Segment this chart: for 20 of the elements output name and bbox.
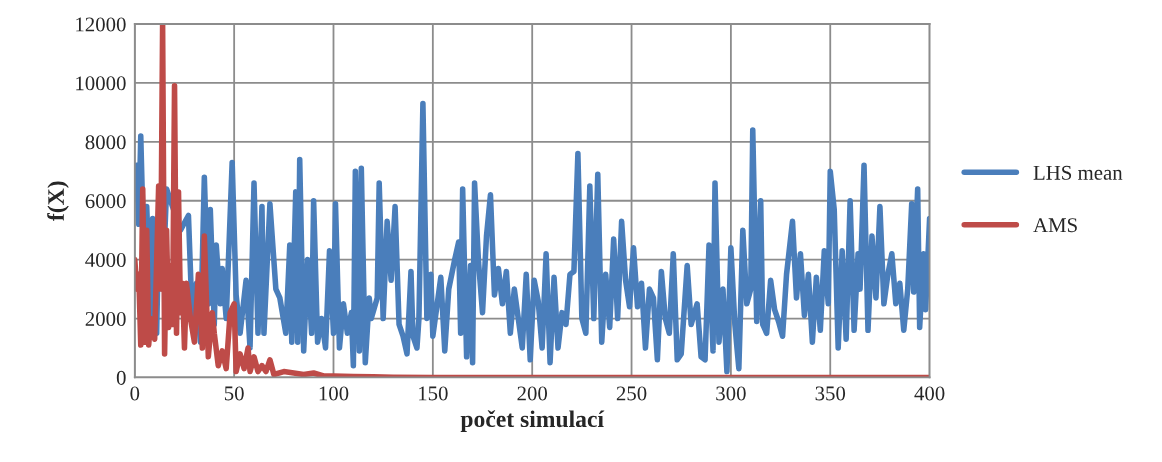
y-tick-label: 2000 [85,311,126,326]
y-tick-label: 10000 [76,76,126,91]
x-tick-label: 300 [716,386,746,401]
x-tick-label: 100 [319,386,349,401]
y-tick-label: 4000 [85,253,126,268]
legend-label: LHS mean [1033,165,1123,180]
x-tick-label: 200 [517,386,548,401]
x-tick-label: 350 [815,386,846,401]
legend-label: AMS [1033,218,1077,233]
x-tick-label: 250 [616,386,647,401]
y-tick-label: 12000 [76,17,126,32]
y-tick-label: 6000 [85,194,126,209]
y-axis-title: f(X) [47,181,69,221]
x-tick-label: 150 [419,386,448,401]
x-tick-label: 0 [130,386,140,401]
y-tick-label: 8000 [85,135,126,150]
y-tick-label: 0 [116,370,126,385]
x-axis-title: počet simulací [460,410,605,432]
x-tick-label: 50 [224,386,244,401]
x-tick-label: 400 [914,386,945,401]
